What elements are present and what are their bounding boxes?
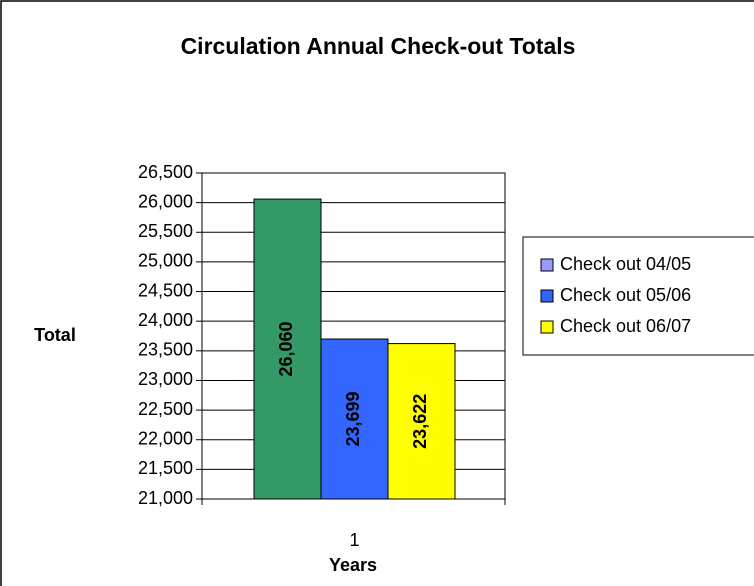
value-label: 23,622 [410,394,430,449]
legend-label: Check out 06/07 [560,316,691,336]
value-label: 23,699 [343,391,363,446]
legend-label: Check out 04/05 [560,254,691,274]
y-tick-label: 21,000 [138,488,193,508]
y-tick-label: 26,500 [138,162,193,182]
y-tick-label: 25,500 [138,221,193,241]
legend-label: Check out 05/06 [560,285,691,305]
y-tick-label: 22,000 [138,428,193,448]
y-axis-label: Total [34,325,76,345]
y-tick-label: 24,500 [138,280,193,300]
legend-swatch [540,320,554,334]
legend-swatch [540,258,554,272]
chart-title: Circulation Annual Check-out Totals [181,33,576,59]
y-tick-label: 24,000 [138,310,193,330]
x-tick-label: 1 [349,530,359,550]
bar [387,343,456,500]
bar [253,198,322,500]
y-tick-label: 26,000 [138,191,193,211]
y-tick-label: 23,500 [138,340,193,360]
value-label: 26,060 [276,322,296,377]
y-tick-label: 21,500 [138,458,193,478]
y-tick-label: 25,000 [138,251,193,271]
x-axis-label: Years [329,555,377,575]
bar [320,338,389,500]
legend [522,236,754,356]
y-tick-label: 22,500 [138,399,193,419]
y-tick-label: 23,000 [138,369,193,389]
legend-swatch [540,289,554,303]
